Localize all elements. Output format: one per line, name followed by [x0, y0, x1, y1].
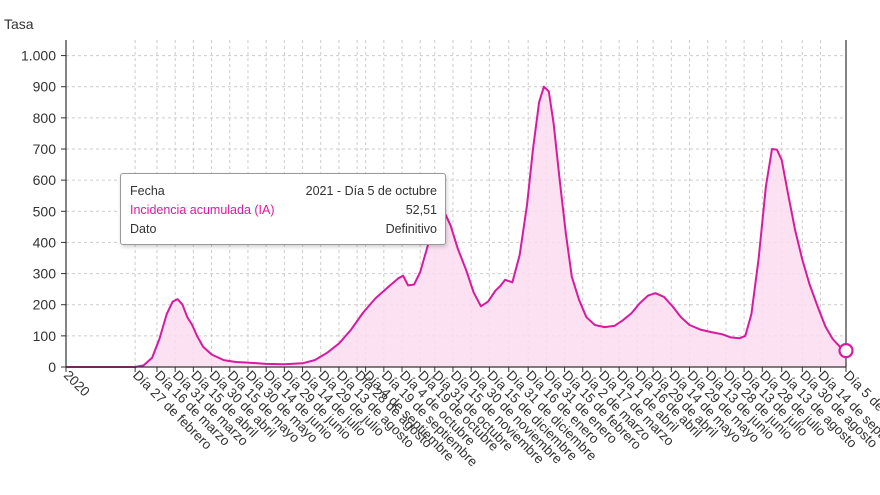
- series-area-fill: [66, 86, 846, 367]
- y-tick-label: 200: [33, 297, 57, 313]
- y-tick-label: 1.000: [21, 48, 56, 64]
- tooltip-value: Definitivo: [385, 222, 437, 236]
- series-area: [66, 85, 847, 368]
- x-tick-label: 2020: [61, 368, 93, 400]
- y-tick-label: 300: [33, 266, 57, 282]
- tooltip-value: 2021 - Día 5 de octubre: [305, 184, 437, 198]
- axes: [65, 40, 847, 368]
- y-axis-title: Tasa: [4, 16, 34, 32]
- tooltip: Fecha 2021 - Día 5 de octubre Incidencia…: [120, 173, 446, 245]
- y-tick-label: 800: [33, 110, 57, 126]
- y-axis: 0 100 200 300 400 500 600 700 800 900 1.000: [21, 48, 66, 375]
- tooltip-row-date: Fecha 2021 - Día 5 de octubre: [130, 182, 437, 201]
- y-tick-label: 100: [33, 328, 57, 344]
- y-tick-label: 900: [33, 79, 57, 95]
- tooltip-label: Fecha: [130, 184, 165, 198]
- tooltip-row-status: Dato Definitivo: [130, 220, 437, 239]
- y-tick-label: 500: [33, 203, 57, 219]
- tooltip-label: Incidencia acumulada (IA): [130, 203, 275, 217]
- tooltip-row-incidence: Incidencia acumulada (IA) 52,51: [130, 201, 437, 220]
- tooltip-value: 52,51: [405, 203, 437, 217]
- tooltip-label: Dato: [130, 222, 157, 236]
- marker-layer: [838, 343, 854, 359]
- y-tick-label: 0: [48, 359, 56, 375]
- highlight-point: [838, 343, 854, 359]
- y-tick-label: 700: [33, 141, 57, 157]
- series-line: [66, 85, 847, 368]
- y-tick-label: 400: [33, 234, 57, 250]
- y-tick-label: 600: [33, 172, 57, 188]
